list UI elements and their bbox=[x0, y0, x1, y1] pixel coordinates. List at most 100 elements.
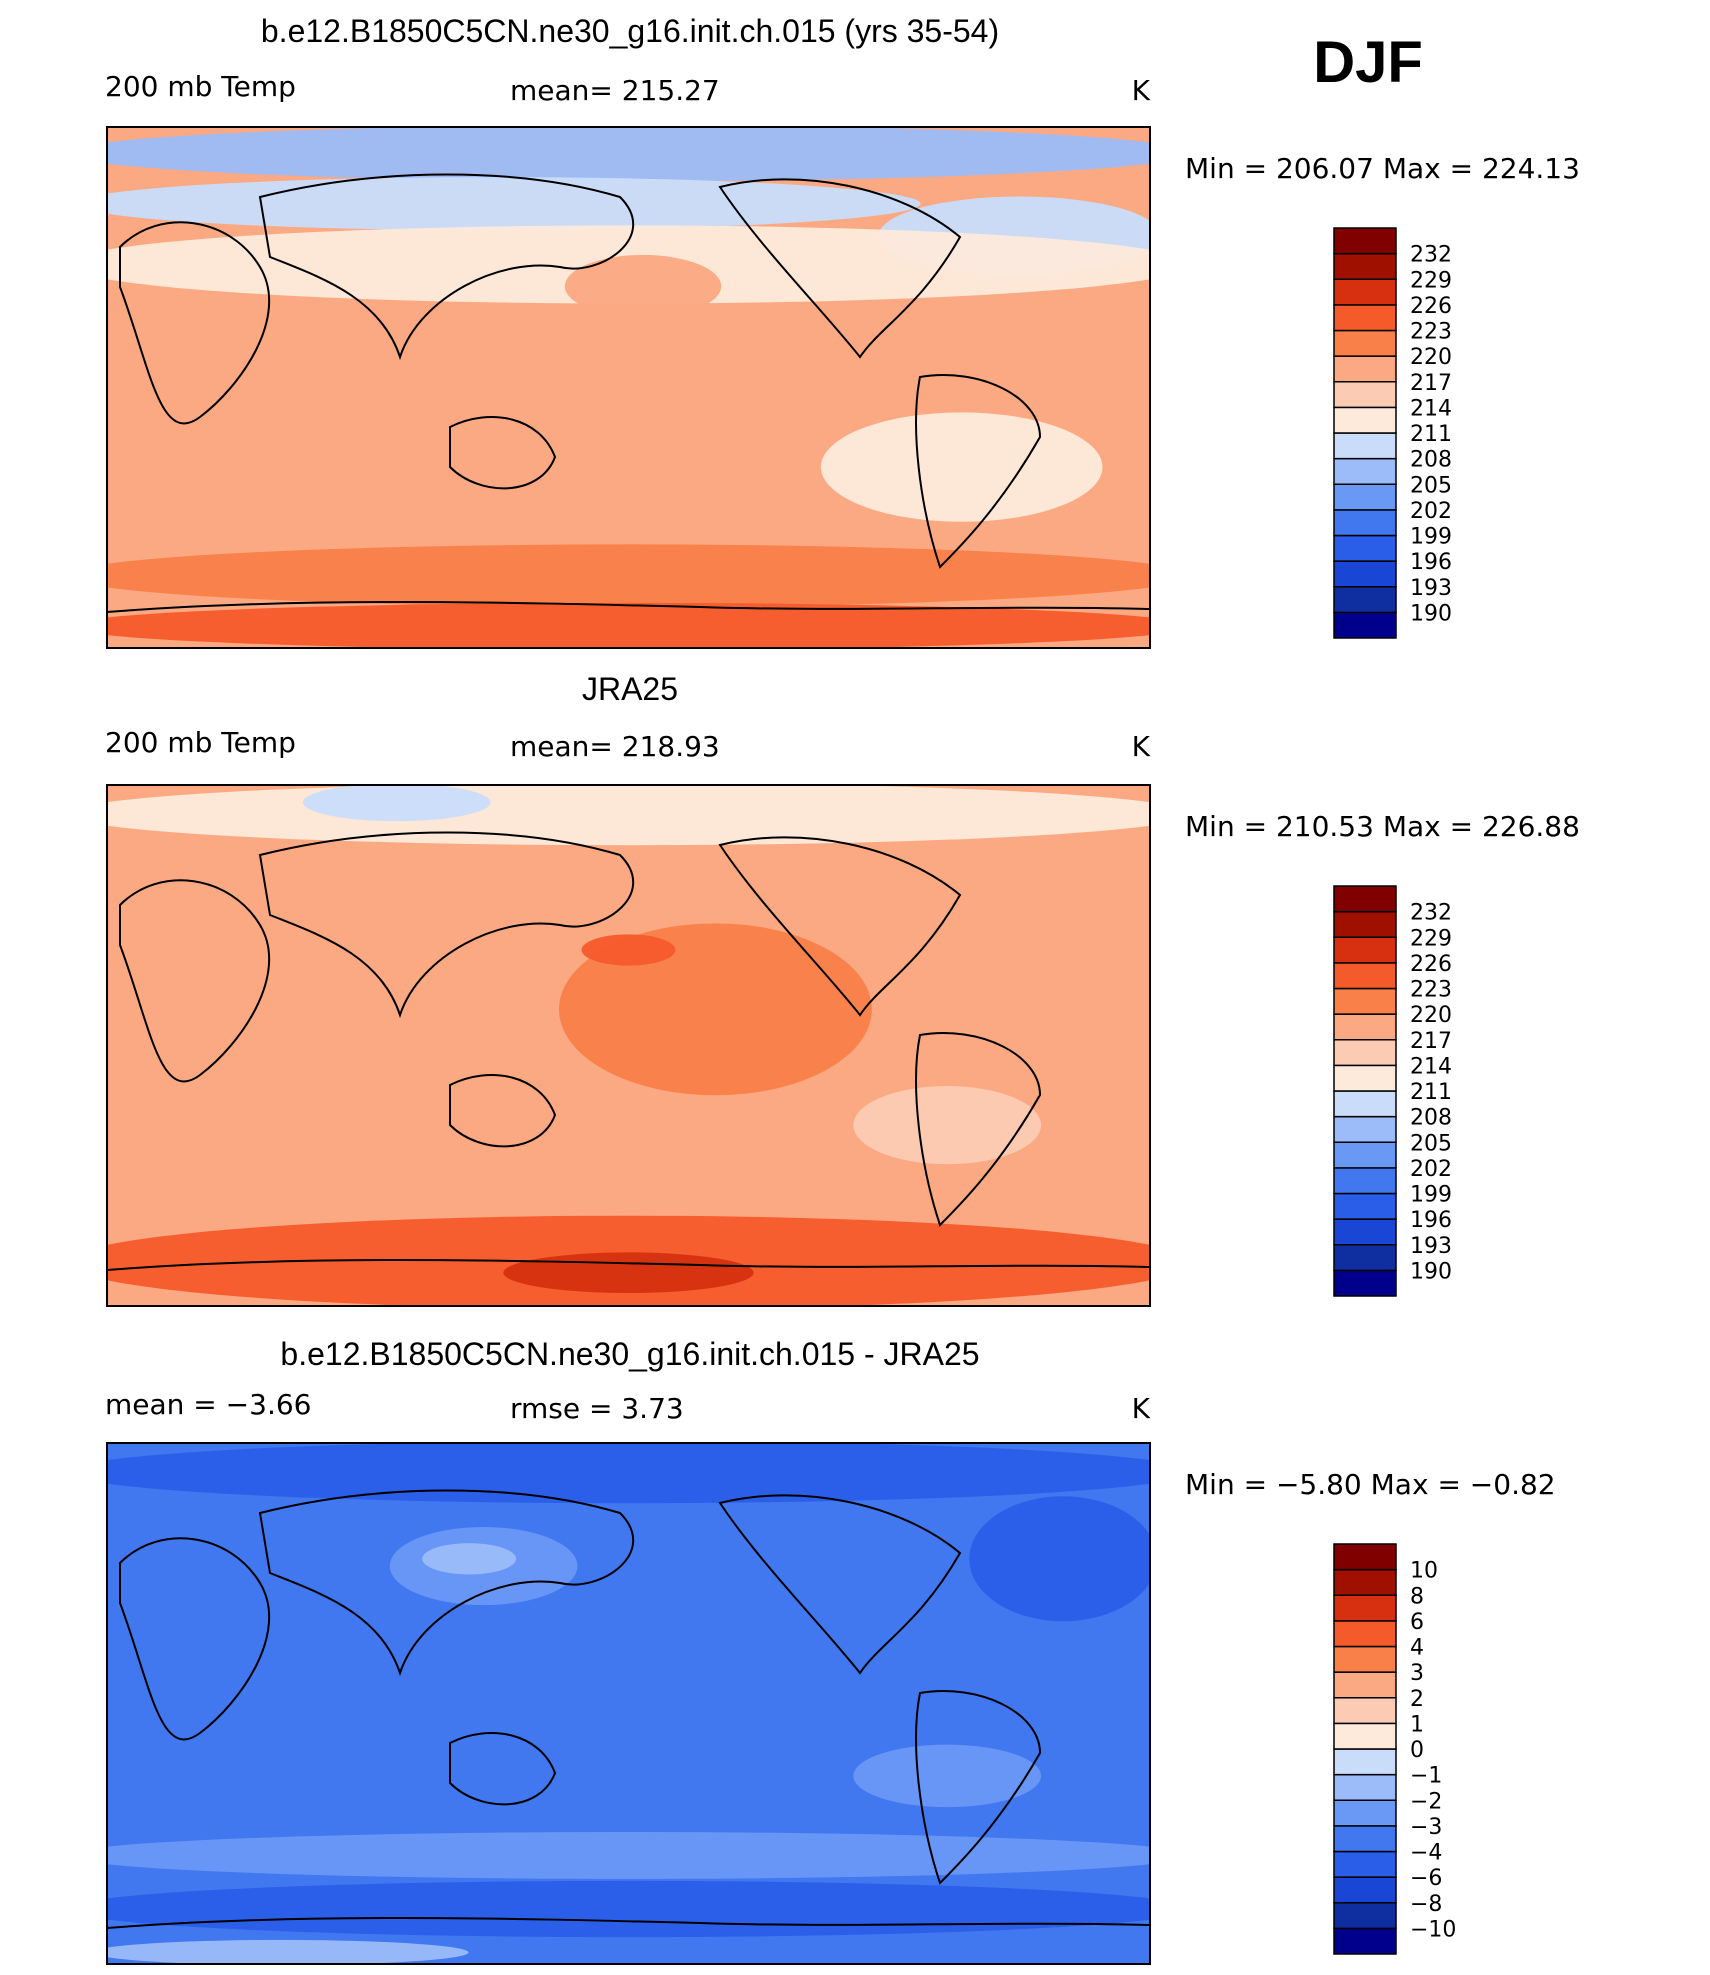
units-label: K bbox=[1132, 74, 1151, 107]
coastline-2 bbox=[449, 1074, 557, 1148]
field-region-arctic-cool bbox=[107, 785, 1150, 846]
colorbar-tick-label: 217 bbox=[1410, 1029, 1452, 1054]
colorbar-tick-label: 232 bbox=[1410, 901, 1452, 926]
colorbar-tick-label: −1 bbox=[1410, 1764, 1442, 1789]
colorbar-tick-label: 226 bbox=[1410, 952, 1452, 977]
colorbar-box bbox=[1333, 910, 1397, 938]
coastline-3 bbox=[718, 836, 962, 1017]
colorbar-tick-label: 4 bbox=[1410, 1636, 1424, 1661]
colorbar-box bbox=[1333, 586, 1397, 614]
colorbar-tick-label: 1 bbox=[1410, 1712, 1424, 1737]
coastline-3 bbox=[718, 1494, 962, 1675]
colorbar-tick-label: −10 bbox=[1410, 1917, 1456, 1942]
panel-title: b.e12.B1850C5CN.ne30_g16.init.ch.015 - J… bbox=[280, 1336, 979, 1372]
colorbar-tick-label: 223 bbox=[1410, 978, 1452, 1003]
colorbar-tick-label: 199 bbox=[1410, 525, 1452, 550]
colorbar-box bbox=[1333, 1594, 1397, 1622]
left-label: 200 mb Temp bbox=[105, 726, 296, 759]
colorbar-box bbox=[1333, 1192, 1397, 1220]
colorbar-tick-label: −2 bbox=[1410, 1789, 1442, 1814]
colorbar-box bbox=[1333, 885, 1397, 913]
panel-model: b.e12.B1850C5CN.ne30_g16.init.ch.015 (yr… bbox=[105, 13, 1580, 649]
colorbar-tick-label: 226 bbox=[1410, 294, 1452, 319]
colorbar-box bbox=[1333, 1876, 1397, 1904]
colorbar-box bbox=[1333, 227, 1397, 255]
panel-reanalysis: JRA25 200 mb Temp mean= 218.93 K Min = 210.5… bbox=[105, 671, 1580, 1307]
colorbar-box bbox=[1333, 1825, 1397, 1853]
minmax-label: Min = 210.53 Max = 226.88 bbox=[1185, 810, 1580, 843]
season-label: DJF bbox=[1313, 30, 1423, 95]
colorbar-box bbox=[1333, 509, 1397, 537]
colorbar-box bbox=[1333, 560, 1397, 588]
colorbar-box bbox=[1333, 252, 1397, 280]
colorbar-box bbox=[1333, 987, 1397, 1015]
field-region-east-pacific-cool bbox=[853, 1086, 1042, 1165]
colorbar-box bbox=[1333, 1697, 1397, 1725]
colorbar-tick-label: −8 bbox=[1410, 1892, 1442, 1917]
colorbar-box bbox=[1333, 1141, 1397, 1169]
colorbar-box bbox=[1333, 329, 1397, 357]
coastline-4 bbox=[915, 374, 1042, 569]
field-region-east-pacific-cool bbox=[820, 412, 1103, 522]
colorbar-tick-label: 208 bbox=[1410, 448, 1452, 473]
colorbar-tick-label: 202 bbox=[1410, 1157, 1452, 1182]
colorbar-box bbox=[1333, 1799, 1397, 1827]
colorbar-box bbox=[1333, 1902, 1397, 1930]
colorbar-box bbox=[1333, 457, 1397, 485]
coastline-1 bbox=[258, 1489, 635, 1677]
field-region-west-pacific-warm bbox=[558, 923, 872, 1096]
colorbar-tick-label: 214 bbox=[1410, 1054, 1452, 1079]
coastline-0 bbox=[119, 1537, 271, 1741]
coastline-0 bbox=[119, 879, 271, 1083]
coastline-4 bbox=[915, 1032, 1042, 1227]
colorbar-box bbox=[1333, 962, 1397, 990]
center-label: rmse = 3.73 bbox=[510, 1392, 684, 1425]
colorbar-box bbox=[1333, 483, 1397, 511]
field-region-arctic-cold bbox=[107, 127, 1150, 182]
colorbar-tick-label: 193 bbox=[1410, 1234, 1452, 1259]
colorbar-tick-label: 217 bbox=[1410, 371, 1452, 396]
colorbar-box bbox=[1333, 611, 1397, 639]
colorbar-box bbox=[1333, 1850, 1397, 1878]
colorbar-box bbox=[1333, 1748, 1397, 1776]
field-region-antarctic-warm bbox=[107, 602, 1150, 648]
center-label: mean= 215.27 bbox=[510, 74, 720, 107]
colorbar-box bbox=[1333, 1927, 1397, 1955]
field-region-east-asia-jet bbox=[564, 254, 722, 318]
field-region-eurasia-cool bbox=[107, 177, 921, 231]
colorbar-tick-label: 202 bbox=[1410, 499, 1452, 524]
coastline-1 bbox=[258, 173, 635, 361]
coastline-5 bbox=[107, 1259, 1150, 1271]
field-region-jet-core bbox=[581, 934, 676, 966]
minmax-label: Min = 206.07 Max = 224.13 bbox=[1185, 152, 1580, 185]
map-frame bbox=[106, 784, 1151, 1307]
colorbar-tick-label: 10 bbox=[1410, 1559, 1438, 1584]
colorbar-box bbox=[1333, 1620, 1397, 1648]
colorbar-box bbox=[1333, 1773, 1397, 1801]
coastline-2 bbox=[449, 416, 557, 490]
colorbar-box bbox=[1333, 1568, 1397, 1596]
colorbar-box bbox=[1333, 1013, 1397, 1041]
units-label: K bbox=[1132, 730, 1151, 763]
field-region-arctic-cold bbox=[107, 1443, 1150, 1504]
coastline-3 bbox=[718, 178, 962, 359]
colorbar-box bbox=[1333, 1039, 1397, 1067]
coastline-5 bbox=[107, 1917, 1150, 1929]
colorbar-box bbox=[1333, 1722, 1397, 1750]
colorbar-box bbox=[1333, 1671, 1397, 1699]
field-region-east-pacific-warm bbox=[853, 1744, 1042, 1808]
left-label: mean = −3.66 bbox=[105, 1388, 311, 1421]
colorbar-tick-label: 3 bbox=[1410, 1661, 1424, 1686]
field-region-siberia-cold bbox=[302, 785, 491, 822]
colorbar-box bbox=[1333, 432, 1397, 460]
map-frame bbox=[106, 126, 1151, 649]
colorbar-box bbox=[1333, 1167, 1397, 1195]
colorbar-tick-label: 205 bbox=[1410, 1131, 1452, 1156]
field-region-southern-band bbox=[107, 1832, 1150, 1879]
colorbar-box bbox=[1333, 1543, 1397, 1571]
colorbar-box bbox=[1333, 1115, 1397, 1143]
colorbar-tick-label: 220 bbox=[1410, 345, 1452, 370]
center-label: mean= 218.93 bbox=[510, 730, 720, 763]
colorbar-tick-label: 0 bbox=[1410, 1738, 1424, 1763]
